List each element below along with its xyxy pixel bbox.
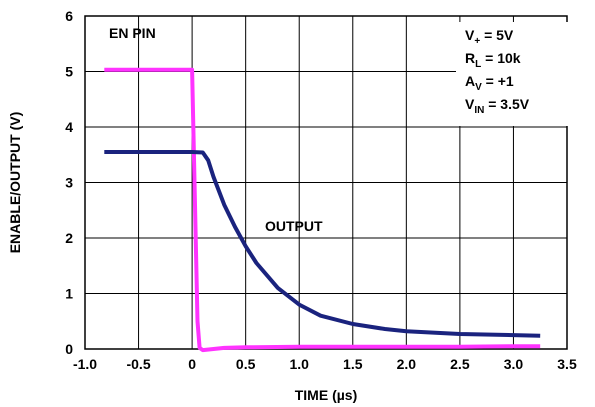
x-tick-label: 1.0 (289, 356, 309, 372)
x-tick-label: 0.5 (236, 356, 256, 372)
y-tick-label: 0 (65, 341, 73, 357)
x-tick-label: 0 (188, 356, 196, 372)
x-tick-label: 3.5 (557, 356, 577, 372)
output-annotation: OUTPUT (265, 218, 323, 234)
x-axis-ticks: -1.0 -0.5 0 0.5 1.0 1.5 2.0 2.5 3.0 3.5 (73, 356, 577, 372)
x-tick-label: -1.0 (73, 356, 97, 372)
test-conditions: V+ = 5V RL = 10k AV = +1 VIN = 3.5V (456, 22, 572, 126)
y-tick-label: 1 (65, 286, 73, 302)
series-layer (104, 67, 541, 353)
x-axis-title: TIME (µs) (295, 387, 358, 403)
y-axis-ticks: 0 1 2 3 4 5 6 (65, 8, 73, 357)
series-line-en-pin (104, 67, 541, 353)
y-axis-title: ENABLE/OUTPUT (V) (7, 112, 23, 254)
condition-line: AV = +1 (465, 73, 514, 93)
conditions-background (456, 22, 572, 126)
x-tick-label: 2.5 (450, 356, 470, 372)
y-tick-label: 6 (65, 8, 73, 24)
plot-frame (84, 15, 568, 350)
condition-line: RL = 10k (465, 50, 521, 70)
y-tick-label: 3 (65, 175, 73, 191)
en-pin-annotation: EN PIN (109, 25, 156, 41)
series-line-output (104, 150, 541, 338)
condition-line: VIN = 3.5V (465, 96, 530, 116)
x-tick-label: 2.0 (397, 356, 417, 372)
condition-line: V+ = 5V (465, 27, 514, 47)
x-tick-label: 3.0 (504, 356, 524, 372)
y-tick-label: 4 (65, 119, 73, 135)
y-tick-label: 5 (65, 64, 73, 80)
y-tick-label: 2 (65, 230, 73, 246)
x-tick-label: -0.5 (126, 356, 150, 372)
x-tick-label: 1.5 (343, 356, 363, 372)
